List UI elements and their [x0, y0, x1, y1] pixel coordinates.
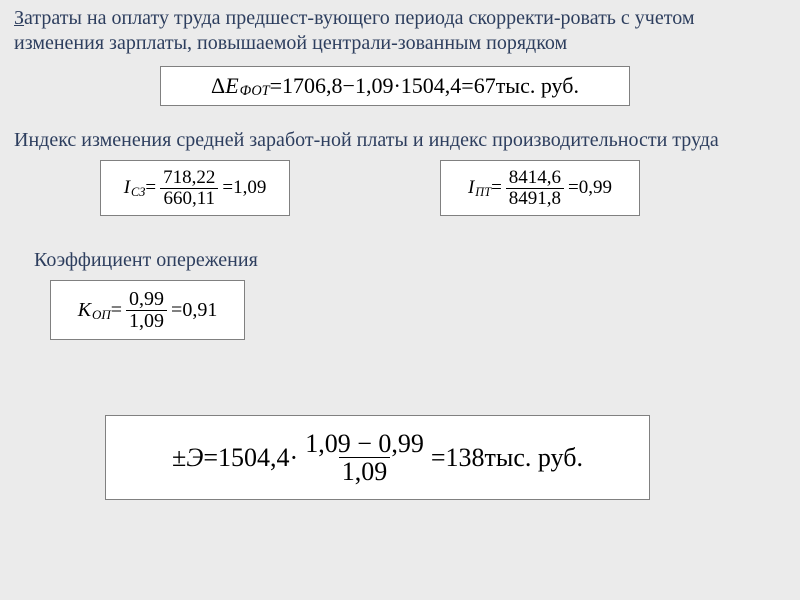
f1-unit: тыс. руб. — [496, 73, 579, 99]
f3-frac: 8414,6 8491,8 — [506, 168, 564, 209]
f5-eq: = — [203, 443, 218, 473]
para1-rest: атраты на оплату труда предшест-вующего … — [14, 7, 695, 54]
formula-i-sz: I СЗ = 718,22 660,11 = 1,09 — [100, 160, 290, 216]
f5-num-b: 0,99 — [378, 429, 424, 458]
f5-eq2: = — [431, 443, 446, 473]
f1-eq: = — [270, 73, 282, 99]
f5-dot: · — [290, 443, 299, 473]
f2-eq2: = — [222, 177, 233, 199]
f2-num: 718,22 — [160, 168, 218, 188]
f1-b: 1,09 — [355, 73, 394, 99]
f1-a: 1706,8 — [282, 73, 343, 99]
f1-var: Е — [225, 73, 238, 99]
f5-unit: тыс. руб. — [485, 443, 583, 473]
formula-delta-efot: Δ Е ФОТ = 1706,8 − 1,09 · 1504,4 = 67 ты… — [160, 66, 630, 106]
f5-a: 1504,4 — [218, 443, 290, 473]
f3-var: I — [468, 177, 474, 199]
f3-den: 8491,8 — [506, 188, 564, 209]
formula-i-pt: I ПТ = 8414,6 8491,8 = 0,99 — [440, 160, 640, 216]
f2-res: 1,09 — [233, 177, 266, 199]
f4-num: 0,99 — [126, 289, 167, 310]
formula-k-op: К ОП = 0,99 1,09 = 0,91 — [50, 280, 245, 340]
f3-res: 0,99 — [579, 177, 612, 199]
f3-eq2: = — [568, 177, 579, 199]
f4-res: 0,91 — [182, 299, 217, 322]
para1-first-letter: З — [14, 7, 24, 29]
f1-res: 67 — [474, 73, 496, 99]
f4-sub: ОП — [92, 307, 111, 323]
formula-effect: ± Э = 1504,4 · 1,09 − 0,99 1,09 = 138 ты… — [105, 415, 650, 500]
f5-den: 1,09 — [339, 457, 391, 485]
f1-c: 1504,4 — [401, 73, 462, 99]
para-labor-costs: Затраты на оплату труда предшест-вующего… — [14, 6, 784, 56]
f4-den: 1,09 — [126, 310, 167, 332]
f2-frac: 718,22 660,11 — [160, 168, 218, 209]
para2-text: Индекс изменения средней заработ-ной пла… — [14, 129, 719, 151]
f1-eq2: = — [461, 73, 473, 99]
f1-sub: ФОТ — [240, 83, 270, 100]
f4-eq: = — [111, 299, 122, 322]
f5-num-a: 1,09 — [305, 429, 351, 458]
f5-num-minus: − — [351, 429, 379, 458]
f2-eq: = — [145, 177, 156, 199]
para-index-change: Индекс изменения средней заработ-ной пла… — [14, 128, 784, 153]
para3-text: Коэффициент опережения — [34, 249, 258, 271]
f1-dot: · — [393, 73, 400, 99]
f4-frac: 0,99 1,09 — [126, 289, 167, 332]
f1-minus: − — [343, 73, 355, 99]
f2-den: 660,11 — [160, 188, 218, 209]
f5-res: 138 — [446, 443, 485, 473]
f5-var: Э — [186, 443, 203, 473]
f4-var: К — [78, 299, 91, 322]
f3-num: 8414,6 — [506, 168, 564, 188]
f2-sub: СЗ — [131, 185, 145, 200]
f1-delta: Δ — [211, 73, 225, 99]
f4-eq2: = — [171, 299, 182, 322]
f5-num-row: 1,09 − 0,99 — [302, 430, 427, 457]
para-lead-coefficient: Коэффициент опережения — [34, 248, 258, 273]
f3-eq: = — [491, 177, 502, 199]
f3-sub: ПТ — [475, 185, 491, 200]
f2-var: I — [124, 177, 130, 199]
f5-pm: ± — [172, 443, 186, 473]
f5-frac: 1,09 − 0,99 1,09 — [302, 430, 427, 486]
